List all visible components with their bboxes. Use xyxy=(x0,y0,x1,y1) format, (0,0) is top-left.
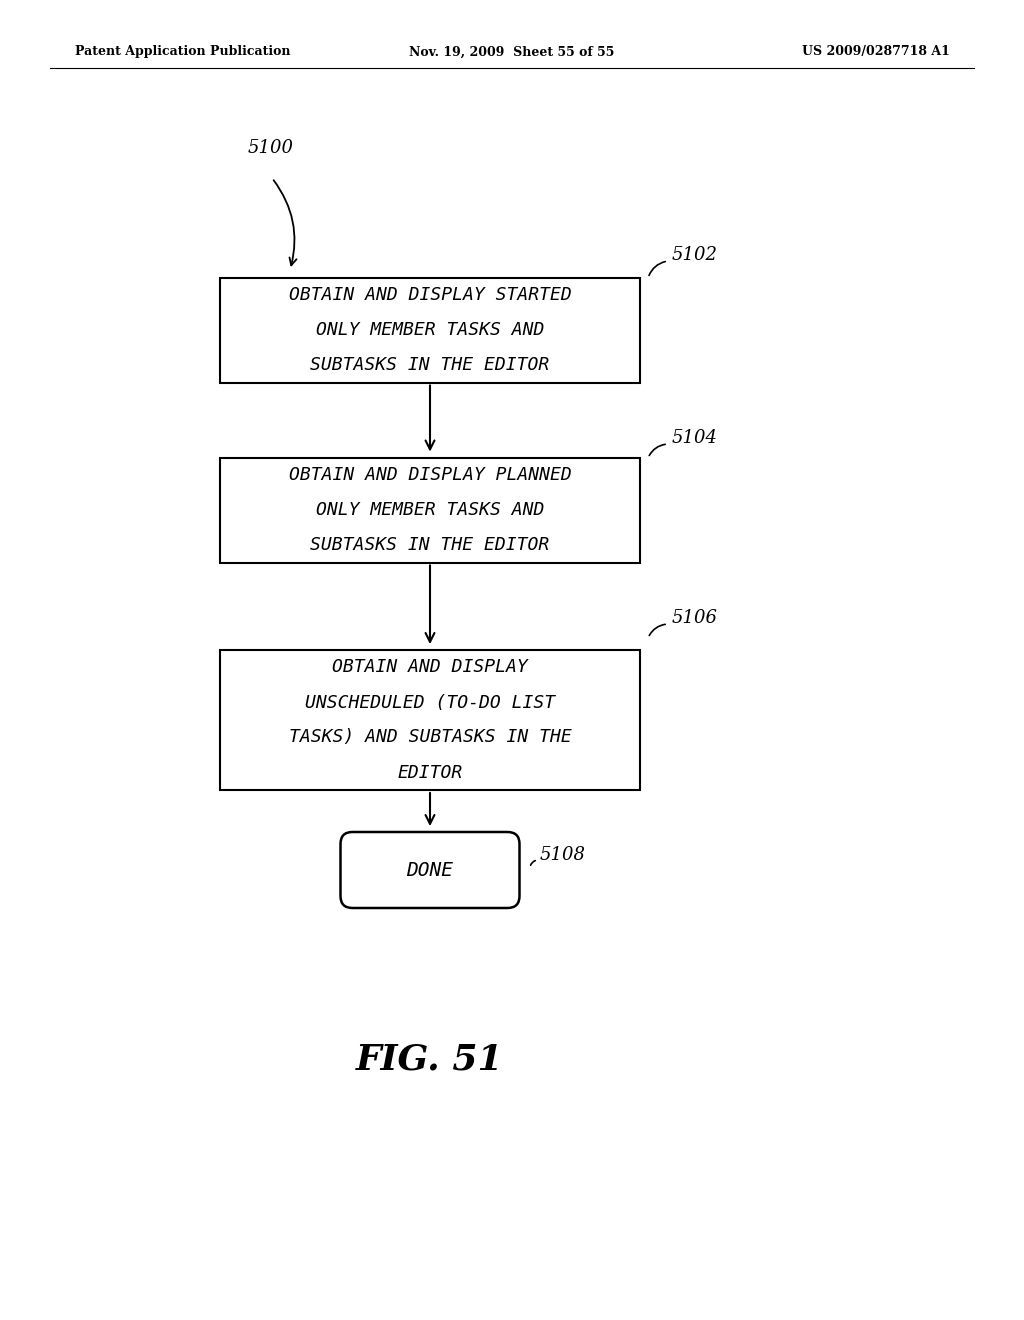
Text: Patent Application Publication: Patent Application Publication xyxy=(75,45,291,58)
Text: 5104: 5104 xyxy=(672,429,718,447)
Text: SUBTASKS IN THE EDITOR: SUBTASKS IN THE EDITOR xyxy=(310,356,550,374)
Text: OBTAIN AND DISPLAY PLANNED: OBTAIN AND DISPLAY PLANNED xyxy=(289,466,571,484)
Text: Nov. 19, 2009  Sheet 55 of 55: Nov. 19, 2009 Sheet 55 of 55 xyxy=(410,45,614,58)
Text: SUBTASKS IN THE EDITOR: SUBTASKS IN THE EDITOR xyxy=(310,536,550,554)
Text: ONLY MEMBER TASKS AND: ONLY MEMBER TASKS AND xyxy=(315,321,544,339)
Text: FIG. 51: FIG. 51 xyxy=(356,1043,504,1077)
Text: 5108: 5108 xyxy=(540,846,586,865)
FancyBboxPatch shape xyxy=(220,458,640,562)
Text: OBTAIN AND DISPLAY: OBTAIN AND DISPLAY xyxy=(332,659,528,676)
Text: DONE: DONE xyxy=(407,861,454,879)
Text: 5100: 5100 xyxy=(248,139,294,157)
FancyBboxPatch shape xyxy=(220,649,640,789)
Text: UNSCHEDULED (TO-DO LIST: UNSCHEDULED (TO-DO LIST xyxy=(305,693,555,711)
FancyBboxPatch shape xyxy=(220,277,640,383)
Text: 5102: 5102 xyxy=(672,246,718,264)
Text: US 2009/0287718 A1: US 2009/0287718 A1 xyxy=(802,45,950,58)
Text: TASKS) AND SUBTASKS IN THE: TASKS) AND SUBTASKS IN THE xyxy=(289,729,571,747)
FancyBboxPatch shape xyxy=(341,832,519,908)
Text: EDITOR: EDITOR xyxy=(397,763,463,781)
Text: 5106: 5106 xyxy=(672,609,718,627)
Text: OBTAIN AND DISPLAY STARTED: OBTAIN AND DISPLAY STARTED xyxy=(289,286,571,304)
Text: ONLY MEMBER TASKS AND: ONLY MEMBER TASKS AND xyxy=(315,502,544,519)
